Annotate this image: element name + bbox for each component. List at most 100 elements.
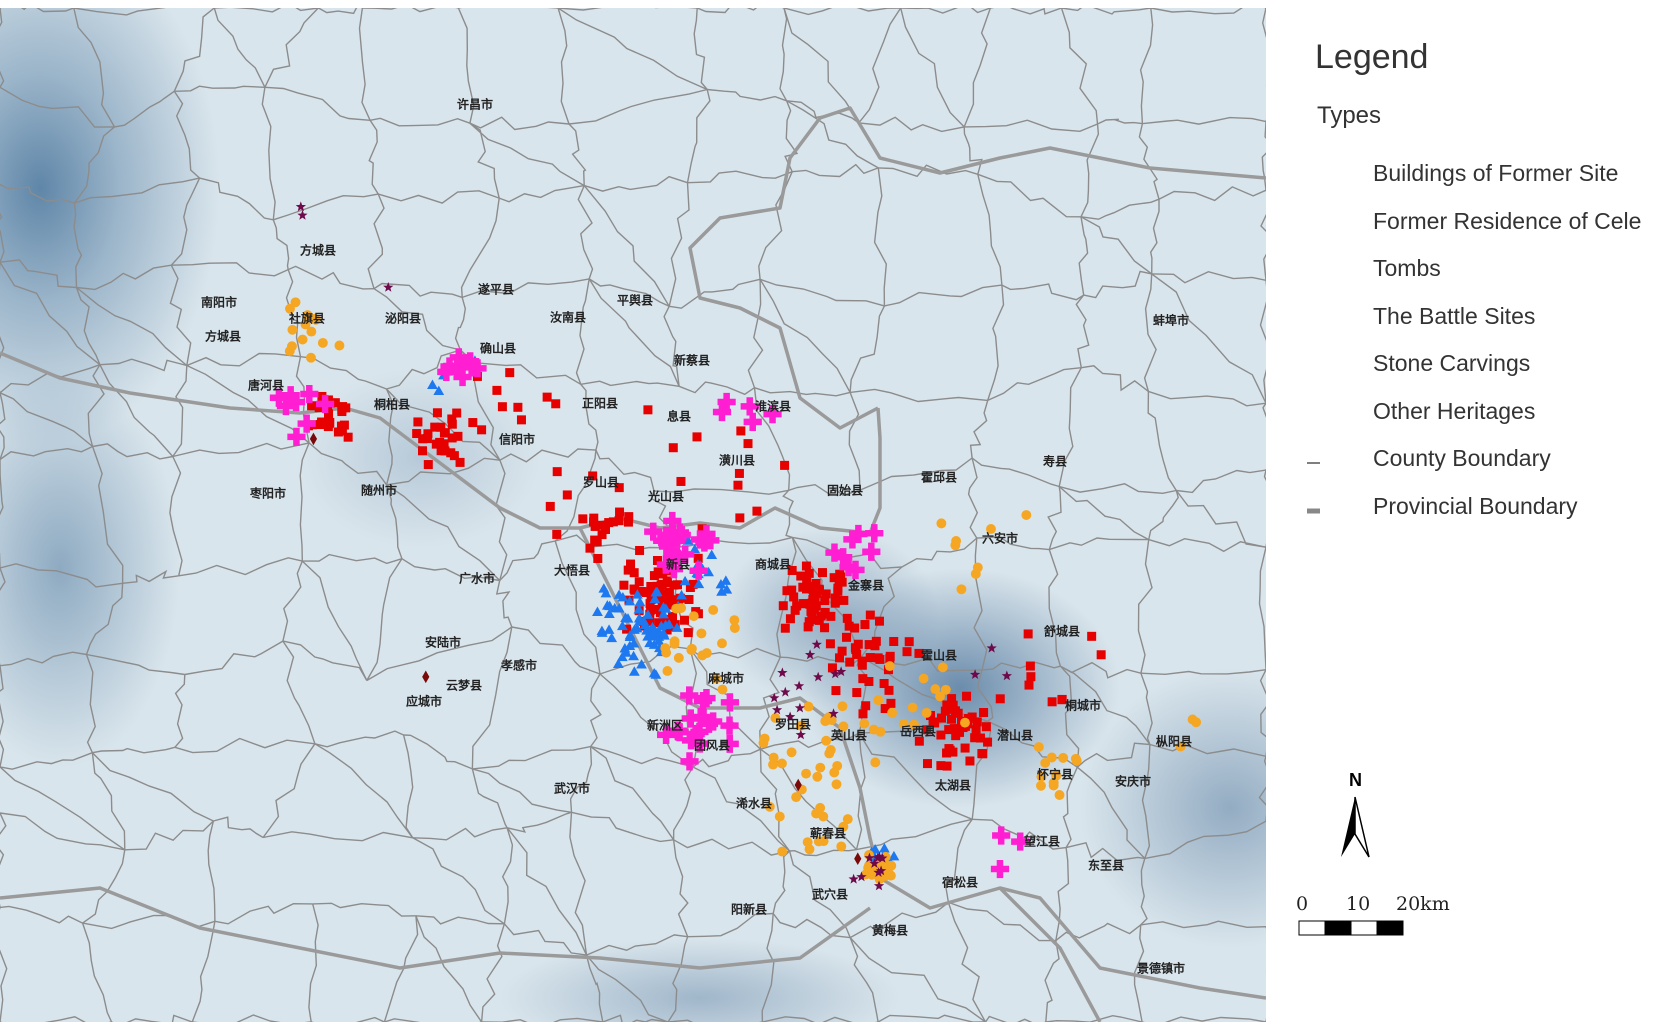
square-marker[interactable] [807,606,817,616]
square-marker[interactable] [1057,694,1067,704]
square-marker[interactable] [977,749,987,759]
star-marker[interactable] [795,729,806,740]
star-marker[interactable] [804,649,816,660]
square-marker[interactable] [413,417,423,427]
circle-marker[interactable] [284,346,295,357]
circle-marker[interactable] [759,733,770,744]
triangle-marker[interactable] [631,589,643,599]
square-marker[interactable] [432,408,442,418]
circle-marker[interactable] [813,836,824,847]
triangle-marker[interactable] [644,637,656,648]
square-marker[interactable] [736,426,746,436]
circle-marker[interactable] [811,808,822,819]
triangle-marker[interactable] [639,619,651,630]
cross-marker[interactable] [300,384,319,404]
square-marker[interactable] [942,700,952,710]
circle-marker[interactable] [776,758,787,769]
square-marker[interactable] [455,457,465,467]
star-marker[interactable] [830,668,841,679]
cross-marker[interactable] [743,412,762,431]
square-marker[interactable] [936,730,946,740]
square-marker[interactable] [693,553,703,563]
star-marker[interactable] [848,873,859,884]
square-marker[interactable] [951,731,961,741]
square-marker[interactable] [830,593,840,603]
triangle-marker[interactable] [628,666,640,676]
cross-marker[interactable] [286,392,306,412]
square-marker[interactable] [972,717,982,727]
square-marker[interactable] [778,601,788,611]
triangle-marker[interactable] [603,608,615,619]
square-marker[interactable] [837,646,847,656]
square-marker[interactable] [811,578,821,588]
circle-marker[interactable] [708,605,719,615]
square-marker[interactable] [608,517,618,527]
square-marker[interactable] [960,743,970,753]
triangle-marker[interactable] [658,601,669,612]
circle-marker[interactable] [300,319,311,330]
square-marker[interactable] [542,392,552,402]
circle-marker[interactable] [884,661,895,672]
circle-marker[interactable] [951,536,962,546]
square-marker[interactable] [1024,680,1034,690]
square-marker[interactable] [889,636,899,646]
square-marker[interactable] [785,614,795,624]
circle-marker[interactable] [287,324,298,335]
square-marker[interactable] [734,468,744,478]
square-marker[interactable] [902,647,912,657]
square-marker[interactable] [780,623,790,633]
cross-marker[interactable] [1011,832,1030,851]
square-marker[interactable] [821,589,831,599]
cross-marker[interactable] [680,686,699,705]
square-marker[interactable] [626,559,636,569]
square-marker[interactable] [831,686,841,696]
map-canvas[interactable]: 许昌市 方城县 南阳市 社旗县 泌阳县 遂平县 汝南县 平舆县 方城县 确山县 新蔡县 唐河县 桐柏县正… [0,8,1266,1022]
square-marker[interactable] [652,555,662,565]
square-marker[interactable] [1023,629,1033,639]
square-marker[interactable] [589,517,599,527]
square-marker[interactable] [970,733,980,743]
square-marker[interactable] [659,594,669,604]
square-marker[interactable] [333,427,343,437]
square-marker[interactable] [983,737,993,747]
cross-marker[interactable] [681,709,700,728]
triangle-marker[interactable] [616,651,628,662]
square-marker[interactable] [965,756,975,766]
square-marker[interactable] [792,601,802,611]
triangle-marker[interactable] [613,603,625,613]
square-marker[interactable] [614,483,624,493]
cross-marker[interactable] [437,362,456,382]
square-marker[interactable] [1047,697,1057,707]
cross-marker[interactable] [297,414,316,433]
star-marker[interactable] [793,680,805,691]
square-marker[interactable] [593,553,603,563]
square-marker[interactable] [634,577,644,587]
circle-marker[interactable] [1054,790,1065,800]
square-marker[interactable] [937,713,947,723]
triangle-marker[interactable] [433,385,445,396]
circle-marker[interactable] [297,334,308,345]
square-marker[interactable] [833,583,843,593]
square-marker[interactable] [440,428,450,438]
square-marker[interactable] [629,568,639,578]
square-marker[interactable] [884,685,894,695]
square-marker[interactable] [552,467,562,477]
square-marker[interactable] [477,425,487,435]
triangle-marker[interactable] [888,850,900,861]
circle-marker[interactable] [960,717,970,728]
square-marker[interactable] [680,615,690,625]
square-marker[interactable] [551,399,561,409]
circle-marker[interactable] [662,666,673,676]
circle-marker[interactable] [285,303,295,314]
square-marker[interactable] [552,529,562,539]
cross-marker[interactable] [849,524,868,544]
square-marker[interactable] [307,401,317,411]
star-marker[interactable] [856,871,867,882]
square-marker[interactable] [436,422,446,432]
triangle-marker[interactable] [676,589,687,600]
star-marker[interactable] [794,702,805,713]
circle-marker[interactable] [660,643,671,654]
square-marker[interactable] [1025,661,1035,671]
triangle-marker[interactable] [658,627,669,638]
triangle-marker[interactable] [655,620,667,631]
